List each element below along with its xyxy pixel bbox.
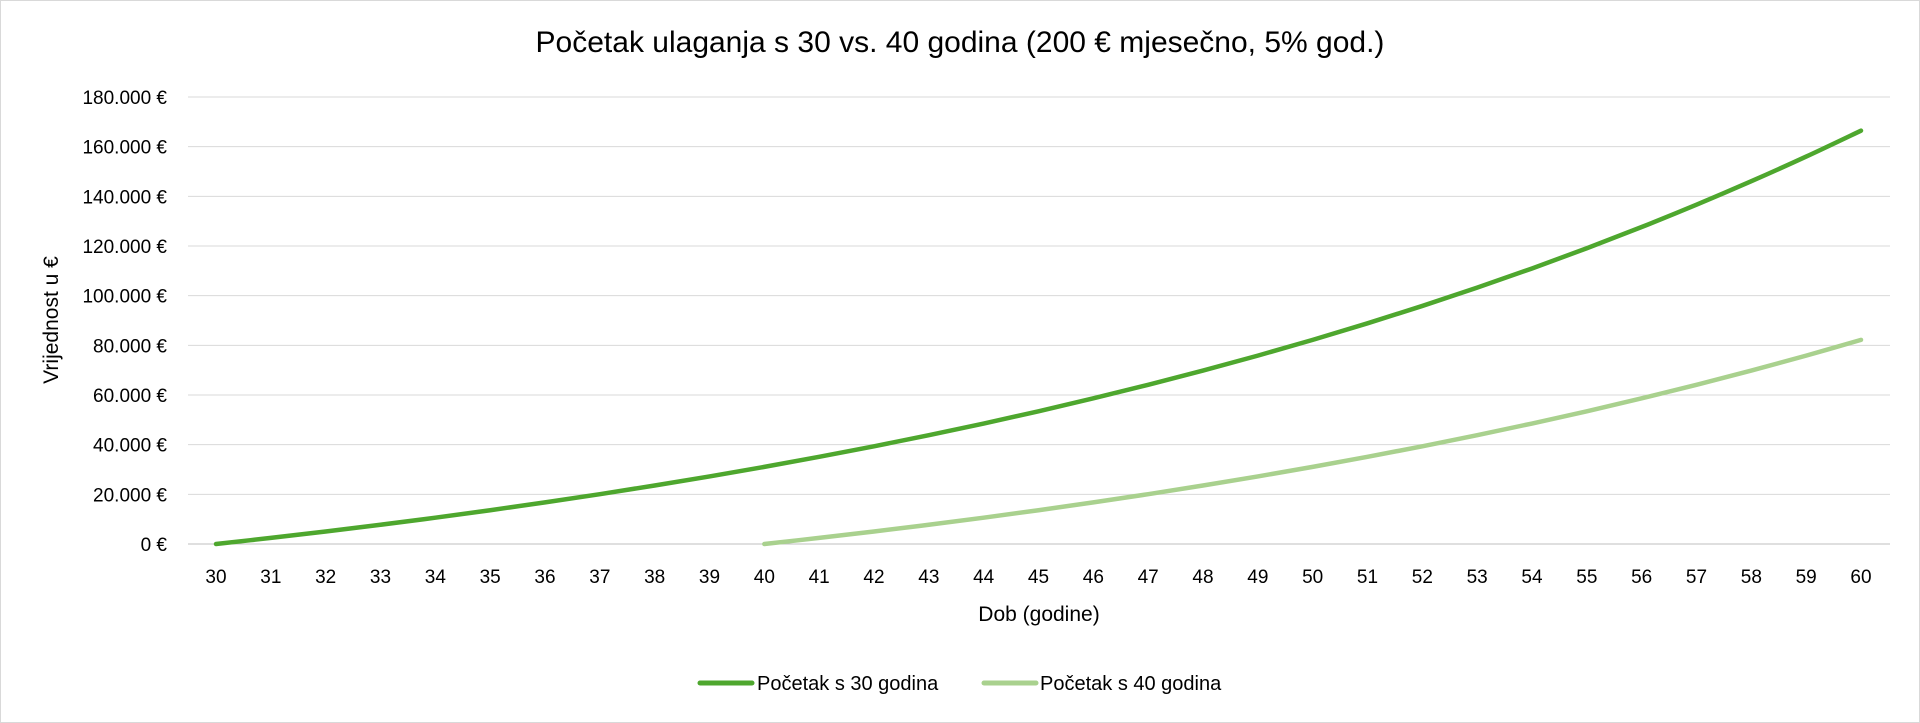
x-tick-label: 45 [1028,567,1049,588]
x-tick-label: 60 [1850,567,1871,588]
series-line-start-40 [762,337,1864,547]
chart-title: Početak ulaganja s 30 vs. 40 godina (200… [536,26,1385,59]
x-tick-label: 40 [754,567,775,588]
series-lines [213,128,1864,547]
x-tick-label: 43 [918,567,939,588]
x-tick-label: 47 [1138,567,1159,588]
y-tick-label: 140.000 € [82,187,167,208]
x-tick-label: 31 [260,567,281,588]
y-tick-label: 100.000 € [82,287,167,308]
x-tick-label: 32 [315,567,336,588]
x-tick-label: 44 [973,567,995,588]
y-tick-label: 40.000 € [93,436,167,457]
legend-label-start-30: Početak s 30 godina [757,673,939,695]
x-tick-label: 51 [1357,567,1378,588]
x-tick-label: 33 [370,567,391,588]
x-tick-label: 38 [644,567,665,588]
x-axis-ticks: 30 31 32 33 34 35 36 37 38 39 40 41 42 43 44 45 46 47 48 49… [205,567,1871,588]
series-line-start-30 [213,128,1864,547]
x-tick-label: 49 [1247,567,1268,588]
y-axis-title: Vrijednost u € [40,256,63,384]
x-tick-label: 30 [205,567,226,588]
legend: Početak s 30 godina Početak s 40 godina [697,673,1222,695]
y-tick-label: 0 € [141,535,168,556]
x-tick-label: 56 [1631,567,1652,588]
y-tick-label: 60.000 € [93,386,167,407]
y-axis-ticks: 0 € 20.000 € 40.000 € 60.000 € 80.000 € 100.0… [82,88,167,556]
x-tick-label: 41 [809,567,830,588]
x-tick-label: 48 [1192,567,1213,588]
x-tick-label: 57 [1686,567,1707,588]
gridlines [188,96,1890,545]
y-tick-label: 160.000 € [82,138,167,159]
x-tick-label: 50 [1302,567,1323,588]
y-tick-label: 20.000 € [93,485,167,506]
x-tick-label: 52 [1412,567,1433,588]
x-tick-label: 36 [534,567,555,588]
x-tick-label: 54 [1521,567,1543,588]
x-tick-label: 39 [699,567,720,588]
x-tick-label: 55 [1576,567,1597,588]
x-tick-label: 42 [863,567,884,588]
legend-label-start-40: Početak s 40 godina [1040,673,1222,695]
x-axis-title: Dob (godine) [978,603,1099,626]
x-tick-label: 35 [480,567,501,588]
y-tick-label: 120.000 € [82,237,167,258]
y-tick-label: 180.000 € [82,88,167,109]
x-tick-label: 34 [425,567,447,588]
x-tick-label: 59 [1796,567,1817,588]
x-tick-label: 37 [589,567,610,588]
x-tick-label: 46 [1083,567,1104,588]
x-tick-label: 58 [1741,567,1762,588]
x-tick-label: 53 [1467,567,1488,588]
y-tick-label: 80.000 € [93,336,167,357]
